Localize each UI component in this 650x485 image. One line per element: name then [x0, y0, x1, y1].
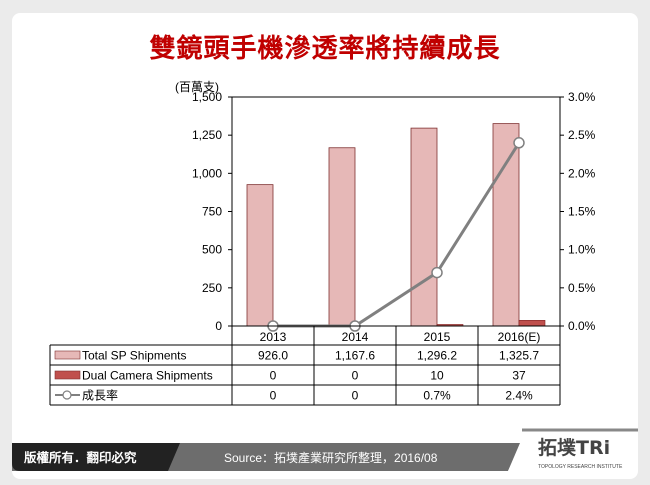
- left-axis-tick-label: 1,500: [192, 90, 222, 104]
- bar-total-sp-shipments: [328, 147, 356, 327]
- legend-label-1: Dual Camera Shipments: [82, 369, 213, 383]
- table-cell: 1,167.6: [335, 349, 375, 363]
- table-cell: 1,296.2: [417, 349, 457, 363]
- table-cell: 37: [512, 369, 526, 383]
- footer-dark-band: [12, 443, 180, 471]
- right-axis-tick-label: 3.0%: [568, 90, 596, 104]
- right-axis-tick-label: 0.5%: [568, 281, 596, 295]
- source-note: Source：拓墣產業研究所整理，2016/08: [224, 450, 438, 465]
- bar-total-sp-shipments: [492, 123, 520, 327]
- legend-label-2: 成長率: [82, 388, 118, 403]
- right-axis-tick-label: 1.5%: [568, 205, 596, 219]
- right-axis-tick-label: 0.0%: [568, 319, 596, 333]
- right-axis-tick-label: 2.5%: [568, 128, 596, 142]
- copyright-notice: 版權所有．翻印必究: [24, 450, 137, 465]
- page-title: 雙鏡頭手機滲透率將持續成長: [149, 34, 501, 64]
- logo-subtext: TOPOLOGY RESEARCH INSTITUTE: [538, 464, 623, 470]
- logo-text: 拓墣TRi: [538, 436, 610, 459]
- left-axis-tick-label: 250: [202, 281, 222, 295]
- table-cell: 926.0: [258, 349, 288, 363]
- slide-card: [12, 13, 638, 479]
- category-label: 2013: [260, 330, 287, 344]
- legend-swatch-0: [54, 350, 81, 360]
- table-cell: 0: [352, 369, 359, 383]
- right-axis-tick-label: 2.0%: [568, 166, 596, 180]
- table-cell: 1,325.7: [499, 349, 539, 363]
- left-axis-tick-label: 1,000: [192, 166, 222, 180]
- table-cell: 2.4%: [505, 389, 533, 403]
- growth-rate-point: [513, 137, 525, 149]
- category-label: 2015: [424, 330, 451, 344]
- table-cell: 10: [430, 369, 444, 383]
- left-axis-tick-label: 500: [202, 243, 222, 257]
- bar-total-sp-shipments: [410, 127, 438, 327]
- legend-marker: [62, 390, 72, 400]
- table-cell: 0: [352, 389, 359, 403]
- category-label: 2014: [342, 330, 369, 344]
- unit-label: (百萬支): [175, 80, 219, 94]
- legend-swatch-1: [54, 370, 81, 380]
- legend-label-0: Total SP Shipments: [82, 349, 187, 363]
- table-cell: 0: [270, 389, 277, 403]
- table-cell: 0: [270, 369, 277, 383]
- logo-area: [508, 428, 638, 471]
- left-axis-tick-label: 0: [215, 319, 222, 333]
- right-axis-tick-label: 1.0%: [568, 243, 596, 257]
- growth-rate-line: [273, 141, 521, 328]
- bar-total-sp-shipments: [246, 184, 274, 327]
- left-axis-tick-label: 750: [202, 205, 222, 219]
- left-axis-tick-label: 1,250: [192, 128, 222, 142]
- table-cell: 0.7%: [423, 389, 451, 403]
- growth-rate-point: [431, 266, 443, 279]
- bar-dual-camera-shipments: [518, 320, 546, 327]
- category-label: 2016(E): [498, 330, 541, 344]
